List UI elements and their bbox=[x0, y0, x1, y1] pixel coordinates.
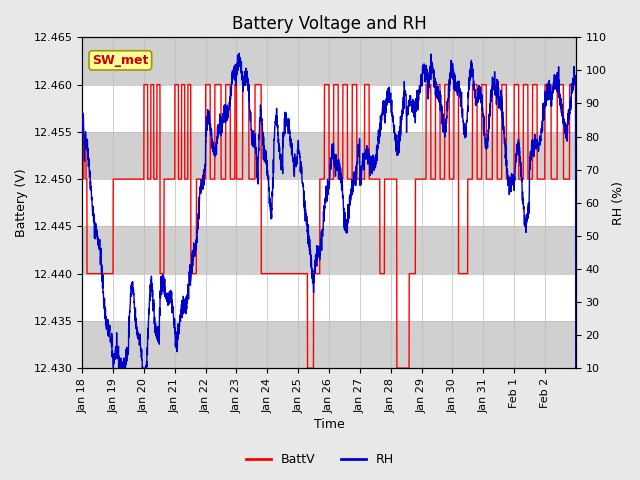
Bar bbox=[83, 37, 576, 84]
Legend: BattV, RH: BattV, RH bbox=[241, 448, 399, 471]
X-axis label: Time: Time bbox=[314, 419, 344, 432]
Y-axis label: Battery (V): Battery (V) bbox=[15, 168, 28, 237]
Bar bbox=[83, 132, 576, 179]
Title: Battery Voltage and RH: Battery Voltage and RH bbox=[232, 15, 426, 33]
Y-axis label: RH (%): RH (%) bbox=[612, 181, 625, 225]
Bar bbox=[83, 321, 576, 368]
Text: SW_met: SW_met bbox=[92, 54, 148, 67]
Bar bbox=[83, 227, 576, 274]
